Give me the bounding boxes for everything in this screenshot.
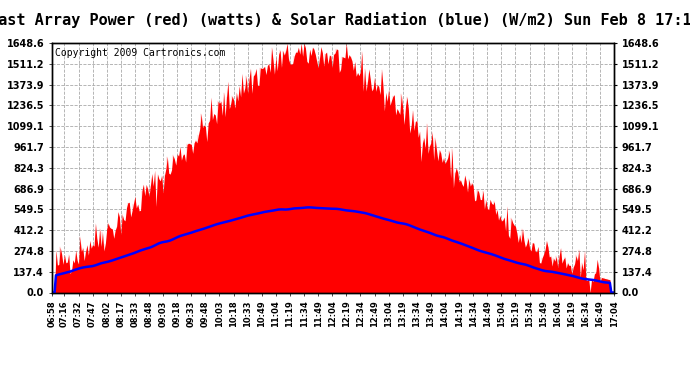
Text: East Array Power (red) (watts) & Solar Radiation (blue) (W/m2) Sun Feb 8 17:15: East Array Power (red) (watts) & Solar R…: [0, 12, 690, 28]
Text: Copyright 2009 Cartronics.com: Copyright 2009 Cartronics.com: [55, 48, 225, 58]
